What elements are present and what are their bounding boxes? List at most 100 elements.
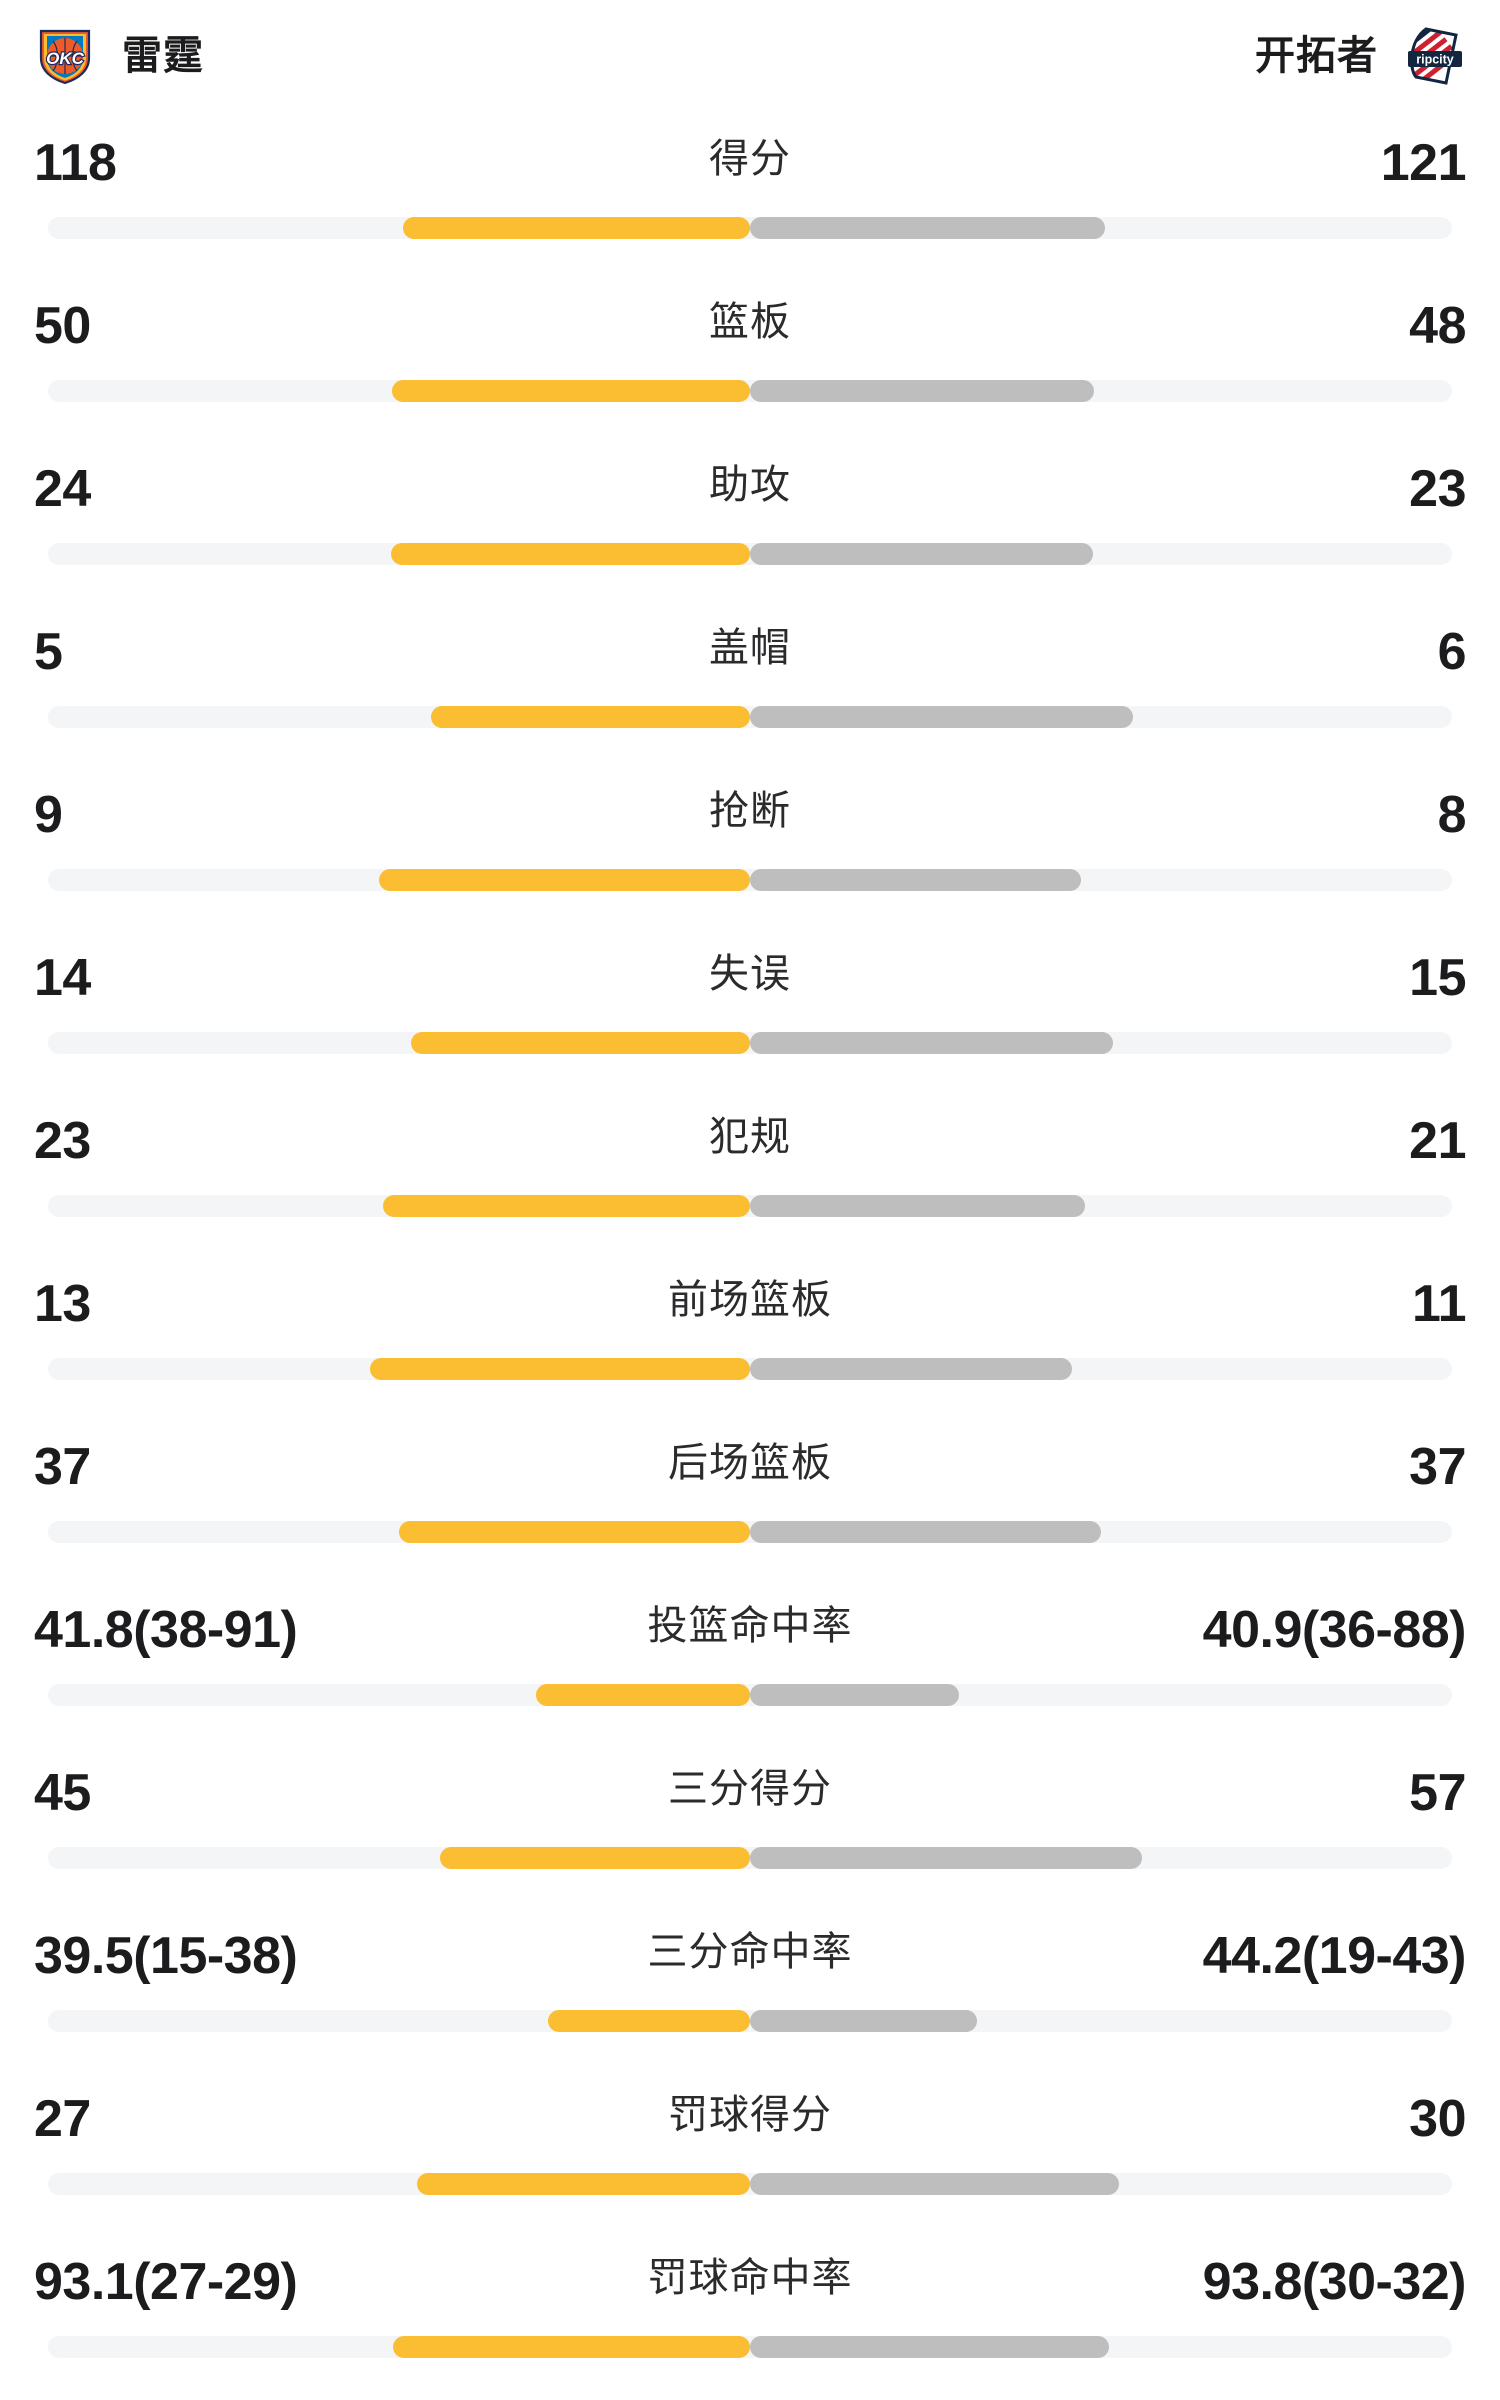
away-stat-bar bbox=[750, 2173, 1120, 2195]
stat-rows-container: 118 121 得分 50 48 篮板 24 23 助攻 5 6 盖帽 9 8 抢断 14 15 失误 23 21 犯规… bbox=[0, 112, 1500, 2394]
home-stat-bar bbox=[393, 2336, 750, 2358]
home-stat-value: 41.8(38-91) bbox=[34, 1601, 298, 1659]
home-stat-value: 45 bbox=[34, 1764, 91, 1822]
stat-row: 41.8(38-91) 40.9(36-88) 投篮命中率 bbox=[0, 1579, 1500, 1742]
stat-row-values: 93.1(27-29) 93.8(30-32) bbox=[34, 2251, 1467, 2313]
away-stat-bar bbox=[750, 2336, 1110, 2358]
home-stat-bar bbox=[440, 1847, 750, 1869]
stat-row: 39.5(15-38) 44.2(19-43) 三分命中率 bbox=[0, 1905, 1500, 2068]
away-team-block[interactable]: 开拓者 bbox=[1255, 25, 1466, 87]
away-stat-value: 93.8(30-32) bbox=[1202, 2253, 1467, 2311]
home-stat-value: 13 bbox=[34, 1275, 91, 1333]
home-stat-bar bbox=[410, 1032, 750, 1054]
stat-row: 23 21 犯规 bbox=[0, 1090, 1500, 1253]
away-stat-bar bbox=[750, 217, 1106, 239]
home-stat-value: 14 bbox=[34, 949, 91, 1007]
away-stat-bar bbox=[750, 1521, 1101, 1543]
away-stat-bar bbox=[750, 543, 1094, 565]
away-stat-value: 37 bbox=[1409, 1438, 1466, 1496]
home-stat-value: 37 bbox=[34, 1438, 91, 1496]
stat-row-values: 37 37 bbox=[34, 1436, 1466, 1498]
away-stat-value: 40.9(36-88) bbox=[1202, 1601, 1467, 1659]
away-stat-bar bbox=[750, 1684, 960, 1706]
stat-bar-track bbox=[48, 2173, 1452, 2195]
stat-bar-track bbox=[48, 2336, 1452, 2358]
stat-bar-track bbox=[48, 217, 1452, 239]
stat-row-values: 45 57 bbox=[34, 1762, 1466, 1824]
home-stat-value: 50 bbox=[34, 297, 91, 355]
away-stat-bar bbox=[750, 706, 1133, 728]
stat-bar-track bbox=[48, 1847, 1452, 1869]
away-stat-bar bbox=[750, 1032, 1113, 1054]
stat-row: 37 37 后场篮板 bbox=[0, 1416, 1500, 1579]
stat-row: 93.1(27-29) 93.8(30-32) 罚球命中率 bbox=[0, 2231, 1500, 2394]
home-team-name: 雷霆 bbox=[122, 34, 204, 78]
stat-row-values: 41.8(38-91) 40.9(36-88) bbox=[34, 1599, 1467, 1661]
away-stat-value: 23 bbox=[1409, 460, 1466, 518]
away-stat-value: 6 bbox=[1437, 623, 1467, 681]
stat-bar-track bbox=[48, 706, 1452, 728]
home-stat-value: 24 bbox=[34, 460, 91, 518]
stat-row-values: 24 23 bbox=[34, 458, 1466, 520]
home-team-block[interactable]: OKC 雷霆 bbox=[34, 25, 204, 87]
svg-text:ripcity: ripcity bbox=[1416, 53, 1454, 67]
stat-row-values: 14 15 bbox=[34, 947, 1466, 1009]
stat-bar-track bbox=[48, 543, 1452, 565]
stat-bar-track bbox=[48, 1684, 1452, 1706]
home-stat-bar bbox=[369, 1358, 750, 1380]
away-stat-value: 44.2(19-43) bbox=[1202, 1927, 1467, 1985]
stat-row: 9 8 抢断 bbox=[0, 764, 1500, 927]
away-stat-bar bbox=[750, 1847, 1143, 1869]
stat-row-values: 27 30 bbox=[34, 2088, 1466, 2150]
home-stat-value: 23 bbox=[34, 1112, 91, 1170]
stat-bar-track bbox=[48, 869, 1452, 891]
stat-row: 118 121 得分 bbox=[0, 112, 1500, 275]
home-stat-bar bbox=[391, 543, 750, 565]
home-stat-bar bbox=[430, 706, 750, 728]
blazers-ripcity-logo: ripcity bbox=[1404, 25, 1466, 87]
stat-row: 5 6 盖帽 bbox=[0, 601, 1500, 764]
stat-row-values: 50 48 bbox=[34, 295, 1466, 357]
home-stat-bar bbox=[535, 1684, 750, 1706]
away-stat-bar bbox=[750, 380, 1094, 402]
away-stat-bar bbox=[750, 1195, 1085, 1217]
stat-row: 13 11 前场篮板 bbox=[0, 1253, 1500, 1416]
home-stat-value: 93.1(27-29) bbox=[34, 2253, 298, 2311]
stat-bar-track bbox=[48, 1195, 1452, 1217]
home-stat-bar bbox=[403, 217, 750, 239]
stat-row: 24 23 助攻 bbox=[0, 438, 1500, 601]
stat-row-values: 39.5(15-38) 44.2(19-43) bbox=[34, 1925, 1467, 1987]
stat-row: 50 48 篮板 bbox=[0, 275, 1500, 438]
home-stat-value: 27 bbox=[34, 2090, 91, 2148]
away-stat-bar bbox=[750, 2010, 977, 2032]
home-stat-bar bbox=[417, 2173, 750, 2195]
svg-text:OKC: OKC bbox=[46, 49, 85, 68]
stat-row: 45 57 三分得分 bbox=[0, 1742, 1500, 1905]
home-stat-bar bbox=[382, 1195, 750, 1217]
away-stat-value: 15 bbox=[1409, 949, 1466, 1007]
away-stat-value: 121 bbox=[1380, 134, 1467, 192]
thunder-logo: OKC bbox=[34, 25, 96, 87]
stat-bar-track bbox=[48, 1032, 1452, 1054]
away-stat-bar bbox=[750, 869, 1081, 891]
stat-row-values: 13 11 bbox=[34, 1273, 1466, 1335]
stat-row-values: 118 121 bbox=[34, 132, 1467, 194]
home-stat-bar bbox=[391, 380, 750, 402]
stat-bar-track bbox=[48, 380, 1452, 402]
home-stat-bar bbox=[399, 1521, 750, 1543]
away-stat-value: 57 bbox=[1409, 1764, 1466, 1822]
home-stat-bar bbox=[547, 2010, 750, 2032]
home-stat-value: 39.5(15-38) bbox=[34, 1927, 298, 1985]
away-stat-value: 11 bbox=[1412, 1275, 1466, 1333]
stat-bar-track bbox=[48, 1358, 1452, 1380]
stat-row: 14 15 失误 bbox=[0, 927, 1500, 1090]
away-stat-value: 48 bbox=[1409, 297, 1466, 355]
home-stat-bar bbox=[378, 869, 750, 891]
away-stat-value: 8 bbox=[1437, 786, 1467, 844]
away-stat-bar bbox=[750, 1358, 1072, 1380]
away-stat-value: 30 bbox=[1409, 2090, 1466, 2148]
matchup-header: OKC 雷霆 开拓者 bbox=[0, 0, 1500, 112]
